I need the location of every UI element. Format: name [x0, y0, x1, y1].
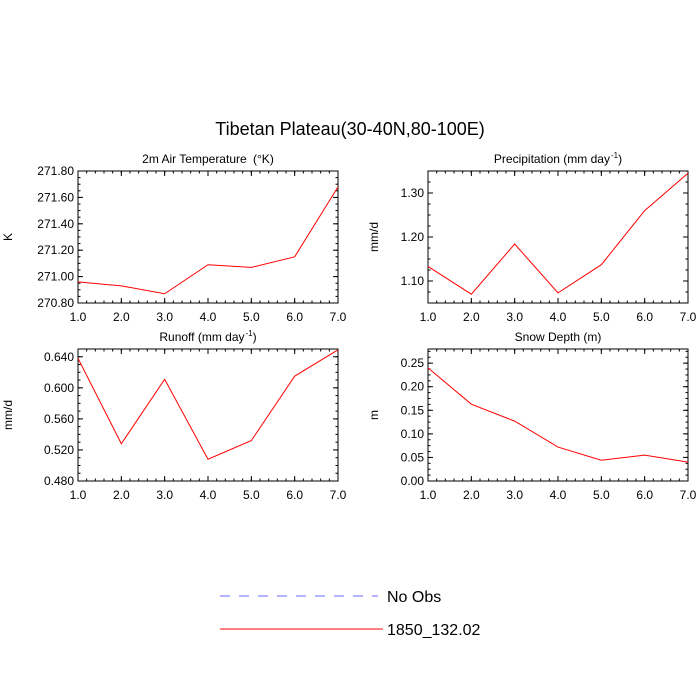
legend-label-1850: 1850_132.02	[387, 622, 481, 639]
legend: No Obs 1850_132.02	[220, 589, 481, 639]
y-tick-label: 271.20	[37, 243, 74, 257]
x-tick-label: 7.0	[680, 488, 697, 502]
panel-title-precipitation: Precipitation (mm day-1)	[494, 151, 622, 166]
y-tick-label: 1.30	[401, 186, 425, 200]
y-axis-label: K	[1, 233, 15, 241]
legend-label-no-obs: No Obs	[387, 589, 441, 606]
y-tick-label: 0.00	[401, 474, 425, 488]
x-tick-label: 2.0	[113, 488, 130, 502]
series-line	[77, 349, 339, 460]
x-tick-label: 3.0	[156, 310, 173, 324]
x-tick-label: 5.0	[243, 488, 260, 502]
x-tick-label: 4.0	[550, 310, 567, 324]
plot-frame	[427, 170, 689, 304]
y-axis-label: m	[367, 410, 381, 420]
panel-temperature: 1.0 2.0 3.0 4.0 5.0 6.0 7.0 270.80 271.00 271.20 2…	[1, 164, 347, 324]
x-tick-label: 1.0	[70, 488, 87, 502]
x-tick-label: 7.0	[680, 310, 697, 324]
figure-title: Tibetan Plateau(30-40N,80-100E)	[215, 119, 485, 139]
x-tick-label: 7.0	[330, 488, 347, 502]
series-line	[77, 186, 339, 295]
panel-snow-depth: 1.0 2.0 3.0 4.0 5.0 6.0 7.0 0.00 0.05 0.10 0.15 0.2…	[367, 348, 697, 502]
x-tick-label: 1.0	[70, 310, 87, 324]
y-tick-label: 271.40	[37, 217, 74, 231]
y-tick-label: 0.520	[44, 443, 74, 457]
x-tick-label: 1.0	[420, 488, 437, 502]
y-tick-label: 0.640	[44, 350, 74, 364]
plot-frame	[427, 348, 689, 482]
x-tick-label: 3.0	[506, 310, 523, 324]
y-tick-label: 0.10	[401, 427, 425, 441]
plot-frame	[77, 170, 339, 304]
x-tick-label: 3.0	[156, 488, 173, 502]
x-tick-label: 6.0	[636, 488, 653, 502]
panel-title-runoff: Runoff (mm day-1)	[159, 329, 256, 344]
x-tick-label: 5.0	[243, 310, 260, 324]
y-tick-label: 1.20	[401, 230, 425, 244]
y-tick-label: 1.10	[401, 274, 425, 288]
y-axis-label: mm/d	[1, 400, 15, 430]
y-tick-label: 0.480	[44, 474, 74, 488]
panel-runoff: 1.0 2.0 3.0 4.0 5.0 6.0 7.0 0.480 0.520 0.560 0.60…	[1, 348, 347, 502]
y-tick-label: 0.20	[401, 380, 425, 394]
y-tick-label: 270.80	[37, 296, 74, 310]
x-tick-label: 7.0	[330, 310, 347, 324]
x-tick-label: 1.0	[420, 310, 437, 324]
y-axis-label: mm/d	[367, 222, 381, 252]
x-tick-label: 3.0	[506, 488, 523, 502]
panel-title-snow-depth: Snow Depth (m)	[515, 330, 602, 344]
x-tick-label: 5.0	[593, 488, 610, 502]
x-tick-label: 2.0	[463, 310, 480, 324]
series-line	[427, 172, 689, 295]
y-tick-label: 0.25	[401, 356, 425, 370]
x-tick-label: 6.0	[286, 310, 303, 324]
y-tick-label: 271.80	[37, 164, 74, 178]
plot-frame	[77, 348, 339, 482]
y-tick-label: 0.560	[44, 412, 74, 426]
y-tick-label: 0.15	[401, 403, 425, 417]
panel-precipitation: 1.0 2.0 3.0 4.0 5.0 6.0 7.0 1.10 1.20 1.30 mm/d	[367, 170, 697, 324]
x-tick-label: 6.0	[286, 488, 303, 502]
y-tick-label: 271.00	[37, 270, 74, 284]
x-tick-label: 4.0	[200, 488, 217, 502]
x-tick-label: 4.0	[550, 488, 567, 502]
x-tick-label: 2.0	[113, 310, 130, 324]
panels: 1.0 2.0 3.0 4.0 5.0 6.0 7.0 270.80 271.00 271.20 2…	[1, 164, 697, 502]
x-tick-label: 6.0	[636, 310, 653, 324]
x-tick-label: 5.0	[593, 310, 610, 324]
y-tick-label: 271.60	[37, 190, 74, 204]
y-tick-label: 0.05	[401, 450, 425, 464]
x-tick-label: 2.0	[463, 488, 480, 502]
x-tick-label: 4.0	[200, 310, 217, 324]
series-line	[427, 367, 689, 463]
y-tick-label: 0.600	[44, 381, 74, 395]
panel-title-temperature: 2m Air Temperature (°K)	[142, 152, 274, 166]
